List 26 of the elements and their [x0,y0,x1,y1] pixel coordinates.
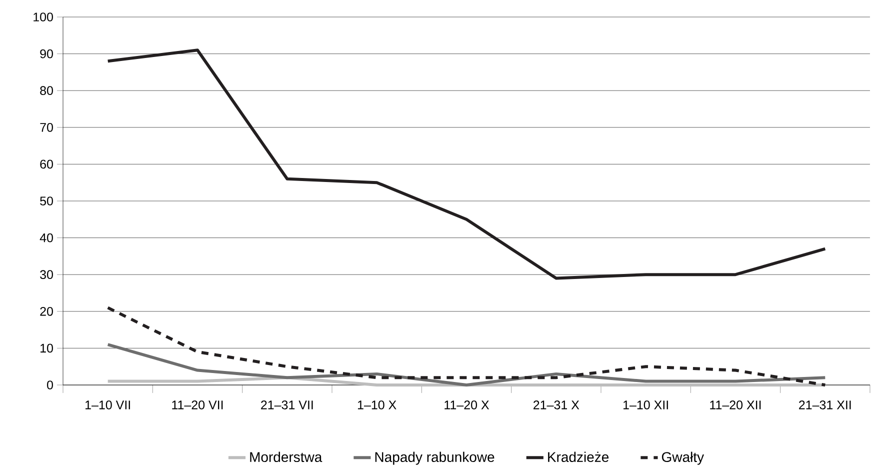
legend-label: Gwałty [662,452,704,465]
x-tick-label: 21–31 X [534,400,580,410]
legend-label: Morderstwa [250,452,322,462]
y-tick-label: 0 [47,380,53,390]
legend-label: Kradzieże [548,452,609,462]
x-tick-label: 1–10 X [358,400,396,410]
y-tick-label: 80 [40,86,53,96]
x-tick-label: 21–31 VII [261,400,313,410]
x-tick-label: 1–10 XII [624,400,668,410]
y-tick-label: 90 [40,49,53,58]
line-series [106,343,827,386]
y-tick-label: 20 [40,306,53,316]
x-tick-label: 11–20 X [444,400,490,410]
y-tick-label: 40 [40,233,53,242]
legend-label: Napady rabunkowe [375,452,494,465]
x-tick-label: 11–20 XII [710,400,761,410]
y-tick-label: 30 [40,270,53,280]
x-tick-label: 21–31 XII [799,400,851,410]
y-tick-label: 50 [40,196,53,206]
y-tick-label: 60 [40,160,53,169]
line-series [106,48,827,280]
x-tick-label: 1–10 VII [86,400,130,410]
y-tick-label: 70 [40,122,53,132]
y-tick-label: 10 [40,344,53,353]
y-tick-label: 100 [34,12,53,22]
x-tick-label: 11–20 VII [172,400,223,410]
